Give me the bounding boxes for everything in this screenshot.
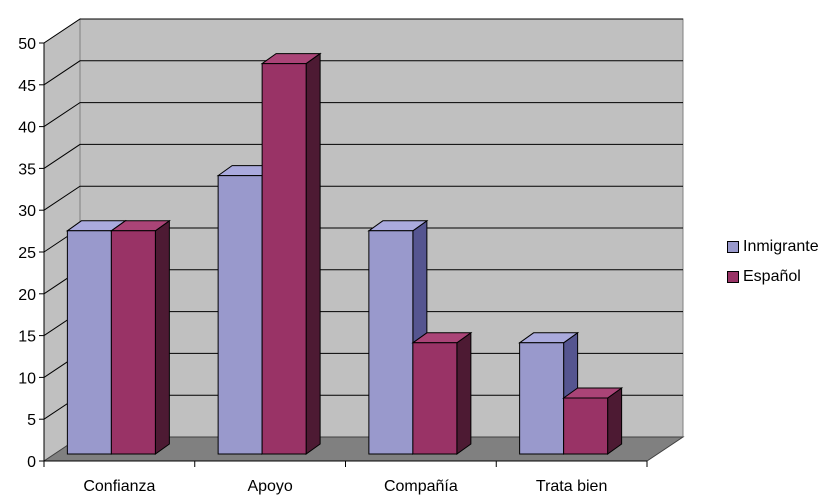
y-tick-label: 20 xyxy=(18,287,36,304)
gridline xyxy=(43,143,683,169)
x-tick-label: Compañía xyxy=(384,478,458,495)
gridline xyxy=(43,102,683,128)
legend-label-espanol: Español xyxy=(743,268,801,285)
y-tick-label: 35 xyxy=(18,161,36,178)
legend-swatch-espanol xyxy=(727,271,739,283)
legend-label-inmigrante: Inmigrante xyxy=(743,238,819,255)
y-tick-label: 40 xyxy=(18,120,36,137)
y-tick-label: 25 xyxy=(18,245,36,262)
y-tick-label: 10 xyxy=(18,370,36,387)
gridline xyxy=(43,60,683,86)
gridline xyxy=(43,18,683,44)
bar-espaol-confianza xyxy=(109,219,171,455)
x-tick-label: Confianza xyxy=(83,478,155,495)
bar-espaol-compaa xyxy=(411,331,473,455)
bar-espaol-apoyo xyxy=(260,52,322,455)
legend-swatch-inmigrante xyxy=(727,241,739,253)
x-tick-label: Trata bien xyxy=(536,478,607,495)
legend-item-inmigrante: Inmigrante xyxy=(727,232,819,262)
bar-espaol-tratabien xyxy=(562,387,624,455)
gridline xyxy=(43,185,683,211)
y-tick-label: 30 xyxy=(18,203,36,220)
chart-legend: Inmigrante Español xyxy=(727,232,819,292)
y-tick-label: 15 xyxy=(18,329,36,346)
y-tick-label: 50 xyxy=(18,36,36,53)
y-tick-label: 45 xyxy=(18,78,36,95)
y-tick-label: 0 xyxy=(27,454,36,471)
legend-item-espanol: Español xyxy=(727,262,819,292)
x-tick-label: Apoyo xyxy=(247,478,292,495)
y-tick-label: 5 xyxy=(27,412,36,429)
